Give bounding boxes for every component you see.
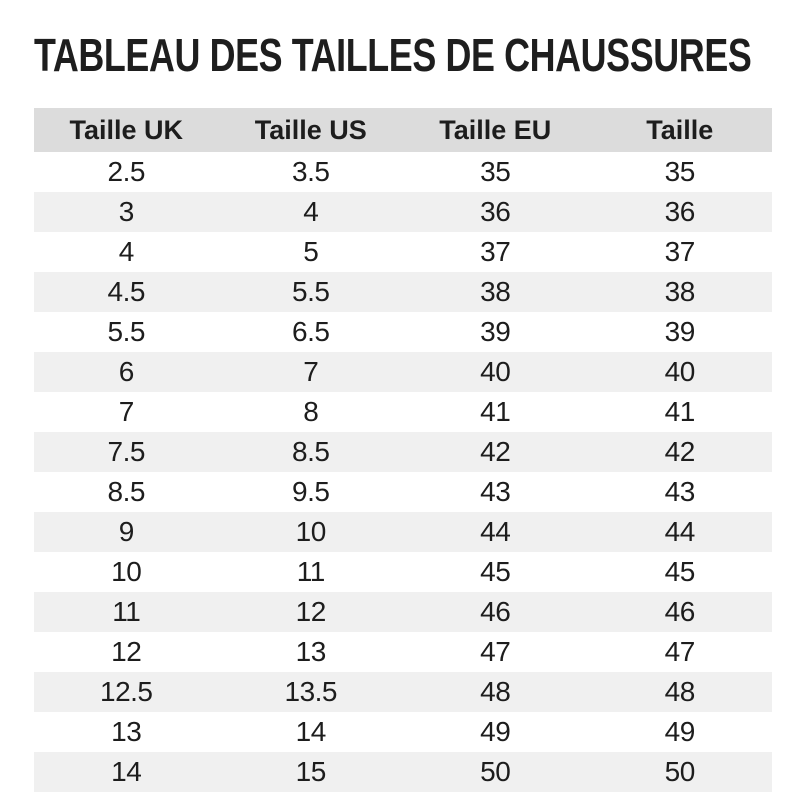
size-cell: 8 bbox=[303, 396, 319, 427]
size-cell: 40 bbox=[403, 352, 588, 392]
size-cell: 38 bbox=[403, 272, 588, 312]
column-header: Taille bbox=[587, 108, 772, 152]
size-cell: 10 bbox=[111, 556, 142, 587]
column-header: Taille EU bbox=[403, 108, 588, 152]
size-cell: 14 bbox=[34, 752, 219, 792]
size-cell: 5 bbox=[303, 236, 319, 267]
size-cell: 13 bbox=[111, 716, 142, 747]
size-cell: 49 bbox=[480, 716, 511, 747]
size-cell: 35 bbox=[664, 156, 696, 187]
size-cell: 45 bbox=[480, 556, 511, 587]
table-row: 9 10 44 44 bbox=[34, 512, 772, 552]
size-cell: 40 bbox=[587, 352, 772, 392]
size-cell: 7 bbox=[218, 352, 403, 392]
size-cell: 8.5 bbox=[218, 432, 403, 472]
table-row: 4.5 5.5 38 38 bbox=[34, 272, 772, 312]
table-row: 13 14 49 49 bbox=[34, 712, 772, 752]
size-cell: 46 bbox=[587, 592, 772, 632]
size-cell: 4 bbox=[118, 236, 135, 267]
size-cell: 15 bbox=[218, 752, 403, 792]
size-cell: 48 bbox=[403, 672, 588, 712]
size-cell: 5.5 bbox=[218, 272, 403, 312]
size-cell: 41 bbox=[664, 396, 696, 427]
size-cell: 43 bbox=[664, 476, 696, 507]
size-table-header: Taille UK Taille US Taille EU Taille bbox=[34, 108, 772, 152]
size-cell: 2.5 bbox=[107, 156, 146, 187]
size-cell: 42 bbox=[403, 432, 588, 472]
size-table-body: 2.5 3.5 35 35 3 4 36 36 4 5 37 37 4.5 5.5 38 38 5.5 6.5 39… bbox=[34, 152, 772, 792]
size-cell: 48 bbox=[587, 672, 772, 712]
size-cell: 47 bbox=[664, 636, 696, 667]
table-row: 12.5 13.5 48 48 bbox=[34, 672, 772, 712]
size-cell: 5.5 bbox=[107, 316, 146, 347]
table-row: 3 4 36 36 bbox=[34, 192, 772, 232]
size-cell: 38 bbox=[587, 272, 772, 312]
size-cell: 39 bbox=[480, 316, 511, 347]
table-row: 7.5 8.5 42 42 bbox=[34, 432, 772, 472]
size-cell: 3 bbox=[34, 192, 219, 232]
size-cell: 8.5 bbox=[107, 476, 146, 507]
size-cell: 36 bbox=[403, 192, 588, 232]
size-cell: 36 bbox=[587, 192, 772, 232]
table-row: 4 5 37 37 bbox=[34, 232, 772, 272]
size-cell: 47 bbox=[480, 636, 511, 667]
shoe-size-table: Taille UK Taille US Taille EU Taille 2.5 3.5… bbox=[34, 108, 772, 792]
size-cell: 11 bbox=[296, 556, 326, 587]
size-cell: 7 bbox=[118, 396, 135, 427]
size-cell: 44 bbox=[587, 512, 772, 552]
size-cell: 14 bbox=[295, 716, 327, 747]
size-cell: 41 bbox=[480, 396, 511, 427]
table-row: 11 12 46 46 bbox=[34, 592, 772, 632]
page-title: TABLEAU DES TAILLES DE CHAUSSURES bbox=[34, 29, 752, 81]
table-row: 8.5 9.5 43 43 bbox=[34, 472, 772, 512]
size-cell: 13.5 bbox=[218, 672, 403, 712]
size-cell: 4.5 bbox=[34, 272, 219, 312]
table-row: 7 8 41 41 bbox=[34, 392, 772, 432]
size-cell: 35 bbox=[480, 156, 511, 187]
size-cell: 37 bbox=[480, 236, 511, 267]
size-cell: 11 bbox=[34, 592, 219, 632]
size-cell: 3.5 bbox=[292, 156, 330, 187]
size-cell: 45 bbox=[664, 556, 696, 587]
size-cell: 9 bbox=[34, 512, 219, 552]
size-cell: 4 bbox=[218, 192, 403, 232]
header-row: Taille UK Taille US Taille EU Taille bbox=[34, 108, 772, 152]
size-cell: 39 bbox=[664, 316, 696, 347]
table-row: 6 7 40 40 bbox=[34, 352, 772, 392]
size-cell: 37 bbox=[664, 236, 696, 267]
column-header: Taille US bbox=[218, 108, 403, 152]
size-cell: 12.5 bbox=[34, 672, 219, 712]
size-cell: 43 bbox=[480, 476, 511, 507]
size-cell: 7.5 bbox=[34, 432, 219, 472]
size-cell: 50 bbox=[587, 752, 772, 792]
table-row: 2.5 3.5 35 35 bbox=[34, 152, 772, 192]
size-cell: 12 bbox=[111, 636, 142, 667]
table-row: 12 13 47 47 bbox=[34, 632, 772, 672]
size-cell: 46 bbox=[403, 592, 588, 632]
size-cell: 13 bbox=[295, 636, 327, 667]
size-cell: 50 bbox=[403, 752, 588, 792]
size-cell: 6.5 bbox=[292, 316, 330, 347]
size-cell: 44 bbox=[403, 512, 588, 552]
size-cell: 42 bbox=[587, 432, 772, 472]
size-cell: 12 bbox=[218, 592, 403, 632]
size-cell: 10 bbox=[218, 512, 403, 552]
column-header: Taille UK bbox=[34, 108, 219, 152]
table-row: 14 15 50 50 bbox=[34, 752, 772, 792]
table-row: 10 11 45 45 bbox=[34, 552, 772, 592]
size-cell: 49 bbox=[664, 716, 696, 747]
size-cell: 6 bbox=[34, 352, 219, 392]
size-cell: 9.5 bbox=[292, 476, 330, 507]
table-row: 5.5 6.5 39 39 bbox=[34, 312, 772, 352]
